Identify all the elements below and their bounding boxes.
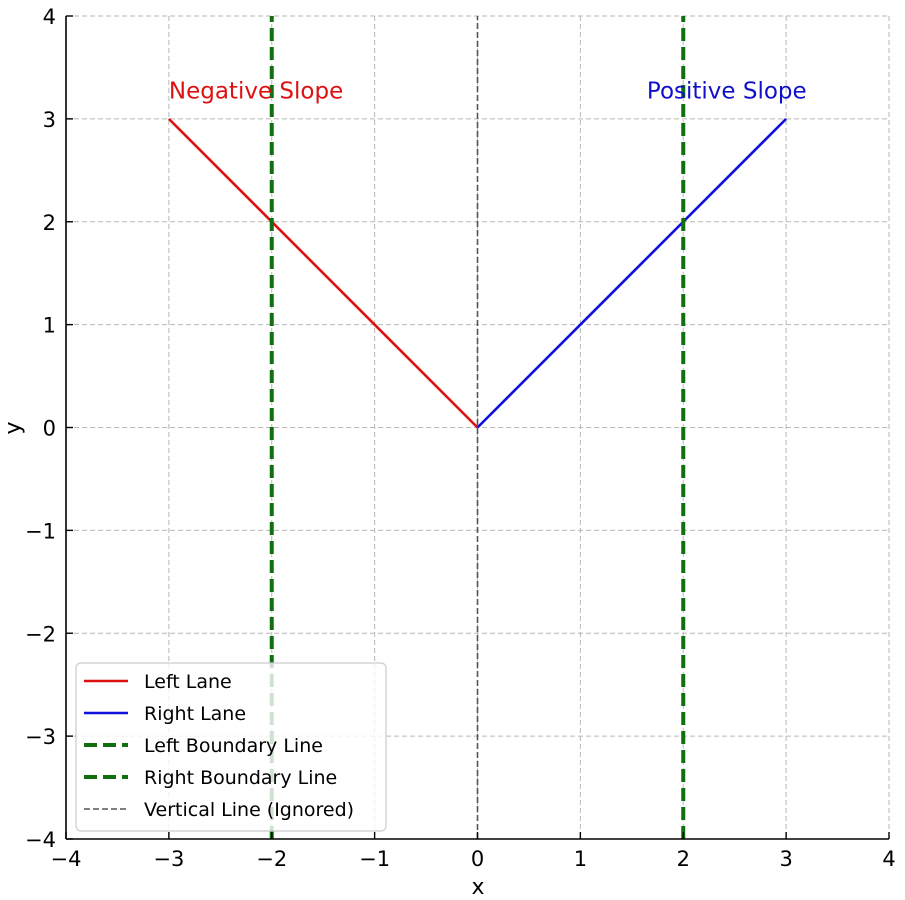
y-tick-label: 2 <box>43 211 56 235</box>
y-tick-label: 1 <box>43 314 56 338</box>
y-tick-label: 3 <box>43 108 56 132</box>
legend-label: Left Lane <box>144 671 232 693</box>
series-line-left-lane <box>167 117 479 429</box>
legend-box <box>75 662 387 832</box>
legend-label: Right Lane <box>144 703 246 725</box>
y-tick-label: −2 <box>25 622 56 646</box>
ticks: −4 −3 −2 −1 0 1 2 3 4 −4 −3 −2 −1 0 1 2 3 4 <box>25 5 896 871</box>
x-axis-label: x <box>471 875 484 900</box>
x-tick-label: −4 <box>51 847 82 871</box>
y-tick-label: 0 <box>43 417 56 441</box>
x-tick-label: 4 <box>882 847 895 871</box>
positive-slope-label: Positive Slope <box>647 78 807 104</box>
legend-label: Left Boundary Line <box>144 735 323 757</box>
negative-slope-label: Negative Slope <box>169 78 343 104</box>
legend: Left Lane Right Lane Left Boundary Line Rig… <box>75 662 387 832</box>
x-tick-label: −3 <box>153 847 184 871</box>
y-tick-label: −1 <box>25 519 56 543</box>
legend-label: Vertical Line (Ignored) <box>144 799 354 821</box>
y-tick-label: 4 <box>43 5 56 29</box>
x-tick-label: 2 <box>677 847 690 871</box>
series-layer <box>167 16 788 839</box>
x-tick-label: 0 <box>471 847 484 871</box>
y-tick-label: −4 <box>25 828 56 852</box>
y-axis-label: y <box>1 421 26 434</box>
annotations: Negative Slope Positive Slope <box>169 78 807 104</box>
y-tick-label: −3 <box>25 725 56 749</box>
x-tick-label: 1 <box>574 847 587 871</box>
x-tick-label: 3 <box>779 847 792 871</box>
series-line-right-lane <box>476 117 788 429</box>
x-tick-label: −1 <box>359 847 390 871</box>
legend-label: Right Boundary Line <box>144 767 337 789</box>
x-tick-label: −2 <box>256 847 287 871</box>
